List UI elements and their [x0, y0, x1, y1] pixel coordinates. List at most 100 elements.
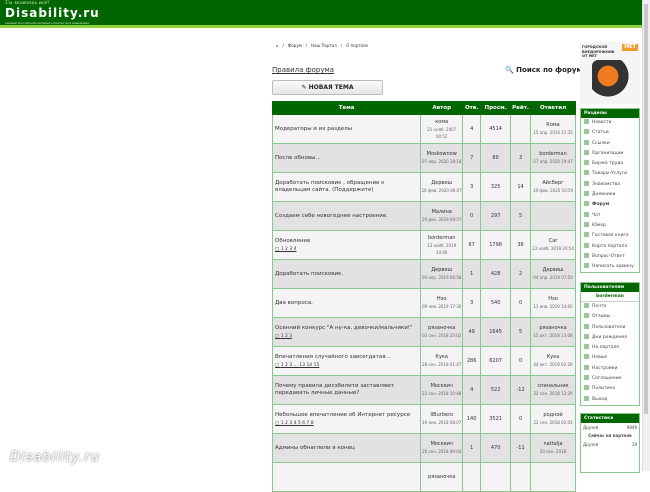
topic-pages[interactable]: ▢ 1 2 3 4 5 6 7 8 [275, 420, 314, 426]
last-author[interactable]: Кука [546, 354, 560, 360]
sidebar-item[interactable]: Вопрос-Ответ [581, 252, 639, 262]
topic-cell: Два вопроса. [271, 288, 422, 318]
last-author[interactable]: borderman [539, 151, 567, 157]
scrollbar-thumb[interactable] [644, 4, 648, 414]
last-date: 15 окт. 2018 13:08 [533, 333, 573, 338]
last-author[interactable]: Айсберг [542, 180, 564, 186]
last-date: 07 апр. 2020 19:47 [533, 159, 573, 164]
author[interactable]: рязаночка [428, 473, 456, 480]
sidebar-item[interactable]: Товары-Услуги [581, 169, 639, 179]
sidebar-item[interactable]: Отзывы [581, 312, 639, 322]
last-author[interactable]: Кома [546, 122, 560, 128]
topic-link[interactable]: Впечатления случайного завсегдатая... [275, 353, 391, 360]
sidebar-item[interactable]: Чат [581, 211, 639, 221]
topic-link[interactable]: Небольшое впечатление об Интернет ресурс… [275, 411, 411, 418]
last-author[interactable]: nattalja [543, 441, 563, 447]
last-author[interactable]: рязаночка [539, 325, 567, 331]
author-date: 13 нояб. 2019 14:46 [427, 242, 457, 255]
sidebar-item[interactable]: Новые [581, 353, 639, 363]
sidebar-item[interactable]: Знакомства [581, 180, 639, 190]
author[interactable]: Москвич [430, 441, 453, 447]
last-author[interactable]: спинальник [537, 383, 569, 389]
topic-link[interactable]: Создаем себе новогоднее настроение. [275, 212, 388, 219]
topic-link[interactable]: Обновление [275, 237, 311, 244]
topic-pages[interactable]: ▢ 1 2 3 ... 13 14 15 [275, 362, 320, 368]
breadcrumb-item[interactable]: Наш Портал [311, 43, 337, 48]
sidebar-item[interactable]: Новости [581, 118, 639, 128]
last-author[interactable]: Car [548, 238, 558, 244]
sidebar-item[interactable]: Форум [581, 200, 639, 210]
sidebar-item-label: Дневники [592, 192, 616, 198]
forum-search-link[interactable]: 🔍 Поиск по форуму [505, 66, 587, 75]
author[interactable]: Малина [431, 209, 452, 215]
sidebar-item[interactable]: Гостевая книга [581, 231, 639, 241]
advertisement[interactable]: ГОРОДСКОЙ ВНЕДОРОЖНИК ОТ МЕТ МЕТ [580, 42, 640, 104]
last-author[interactable]: родной [543, 412, 563, 418]
topic-link[interactable]: Два вопроса. [275, 299, 313, 306]
author[interactable]: рязаночка [428, 325, 456, 331]
sidebar-item[interactable]: Статьи [581, 128, 639, 138]
topic-link[interactable]: Модераторы и их разделы [275, 125, 353, 132]
sidebar-item[interactable]: Настройки [581, 364, 639, 374]
rating: 0 [510, 346, 532, 376]
sidebar-item[interactable]: Соглашение [581, 374, 639, 384]
author[interactable]: Москвич [430, 383, 453, 389]
author[interactable]: IlBurbero [430, 412, 454, 418]
sidebar-item[interactable]: Ссылки [581, 139, 639, 149]
sidebar-item[interactable]: Юмор [581, 221, 639, 231]
author[interactable]: Нэо [436, 296, 447, 302]
column-header[interactable]: Отв. [462, 101, 482, 115]
breadcrumb-item[interactable]: О портале [346, 43, 369, 48]
sidebar-item[interactable]: Дневники [581, 190, 639, 200]
views: 470 [480, 433, 512, 463]
breadcrumb-item[interactable]: Форум [287, 43, 302, 48]
sidebar-item[interactable]: Написать админу [581, 262, 639, 272]
topic-link[interactable]: Админы обнаглели в конец [275, 444, 355, 451]
topic-link[interactable]: Доработать поисковик. [275, 270, 344, 277]
sidebar-item[interactable]: Почта [581, 302, 639, 312]
site-logo[interactable]: Disability.ru [5, 6, 100, 20]
author[interactable]: Кука [435, 354, 448, 360]
column-header[interactable]: Рейт. [510, 101, 532, 115]
topic-link[interactable]: Почему правила дисэбилити заставляют пер… [275, 383, 394, 396]
column-header[interactable]: Автор [420, 101, 464, 115]
sidebar-item-label: Юмор [592, 222, 606, 228]
sidebar-item[interactable]: На портале [581, 343, 639, 353]
sidebar-item[interactable]: Карта портала [581, 242, 639, 252]
breadcrumb-item[interactable]: ⌂ [276, 43, 279, 48]
author-date: 04 апр. 2019 06:58 [421, 275, 462, 280]
topic-link[interactable]: Доработать поисковик , обращение к владе… [275, 180, 385, 193]
author-date: 20 сен. 2018 09:04 [422, 449, 462, 454]
column-header[interactable]: Тема [271, 101, 422, 115]
sidebar-item[interactable]: Выход [581, 395, 639, 405]
rating: 0 [510, 404, 532, 434]
last-reply-cell: Дервиш 04 апр. 2019 07:50 [530, 259, 576, 289]
topic-pages[interactable]: ▢ 1 2 3 [275, 333, 293, 339]
sidebar-item[interactable]: Биржа труда [581, 159, 639, 169]
watermark: Disability.ru [10, 450, 100, 465]
sidebar-item[interactable]: Организации [581, 149, 639, 159]
forum-rules-link[interactable]: Правила форума [272, 66, 335, 74]
last-author[interactable]: Нэо [548, 296, 558, 302]
author[interactable]: Дервиш [431, 267, 453, 273]
topic-page-numbers[interactable]: 1 2 3 4 [280, 246, 297, 252]
author[interactable]: Дервиш [431, 180, 453, 186]
author[interactable]: кома [435, 118, 449, 125]
author[interactable]: Moskownow [426, 151, 457, 157]
last-author[interactable]: Дервиш [542, 267, 564, 273]
author[interactable]: borderman [427, 234, 456, 241]
topic-page-numbers[interactable]: 1 2 3 [280, 333, 293, 339]
sidebar-item[interactable]: Политика [581, 384, 639, 394]
topic-page-numbers[interactable]: 1 2 3 ... 13 14 15 [280, 362, 320, 368]
sidebar-item[interactable]: Пользователи [581, 323, 639, 333]
username[interactable]: borderman [581, 292, 639, 302]
topic-page-numbers[interactable]: 1 2 3 4 5 6 7 8 [280, 420, 314, 426]
sidebar-item[interactable]: Дни рождения [581, 333, 639, 343]
topic-link[interactable]: После обновы... [275, 154, 321, 161]
column-header[interactable]: Просм. [480, 101, 512, 115]
topic-link[interactable]: Осенний конкурс "А ну-ка, девочки/мальчи… [275, 324, 413, 331]
topic-pages[interactable]: ▢ 1 2 3 4 [275, 246, 297, 252]
replies: 67 [462, 230, 482, 260]
column-header[interactable]: Ответил [530, 101, 576, 115]
new-topic-button[interactable]: ✎ НОВАЯ ТЕМА [272, 80, 383, 95]
